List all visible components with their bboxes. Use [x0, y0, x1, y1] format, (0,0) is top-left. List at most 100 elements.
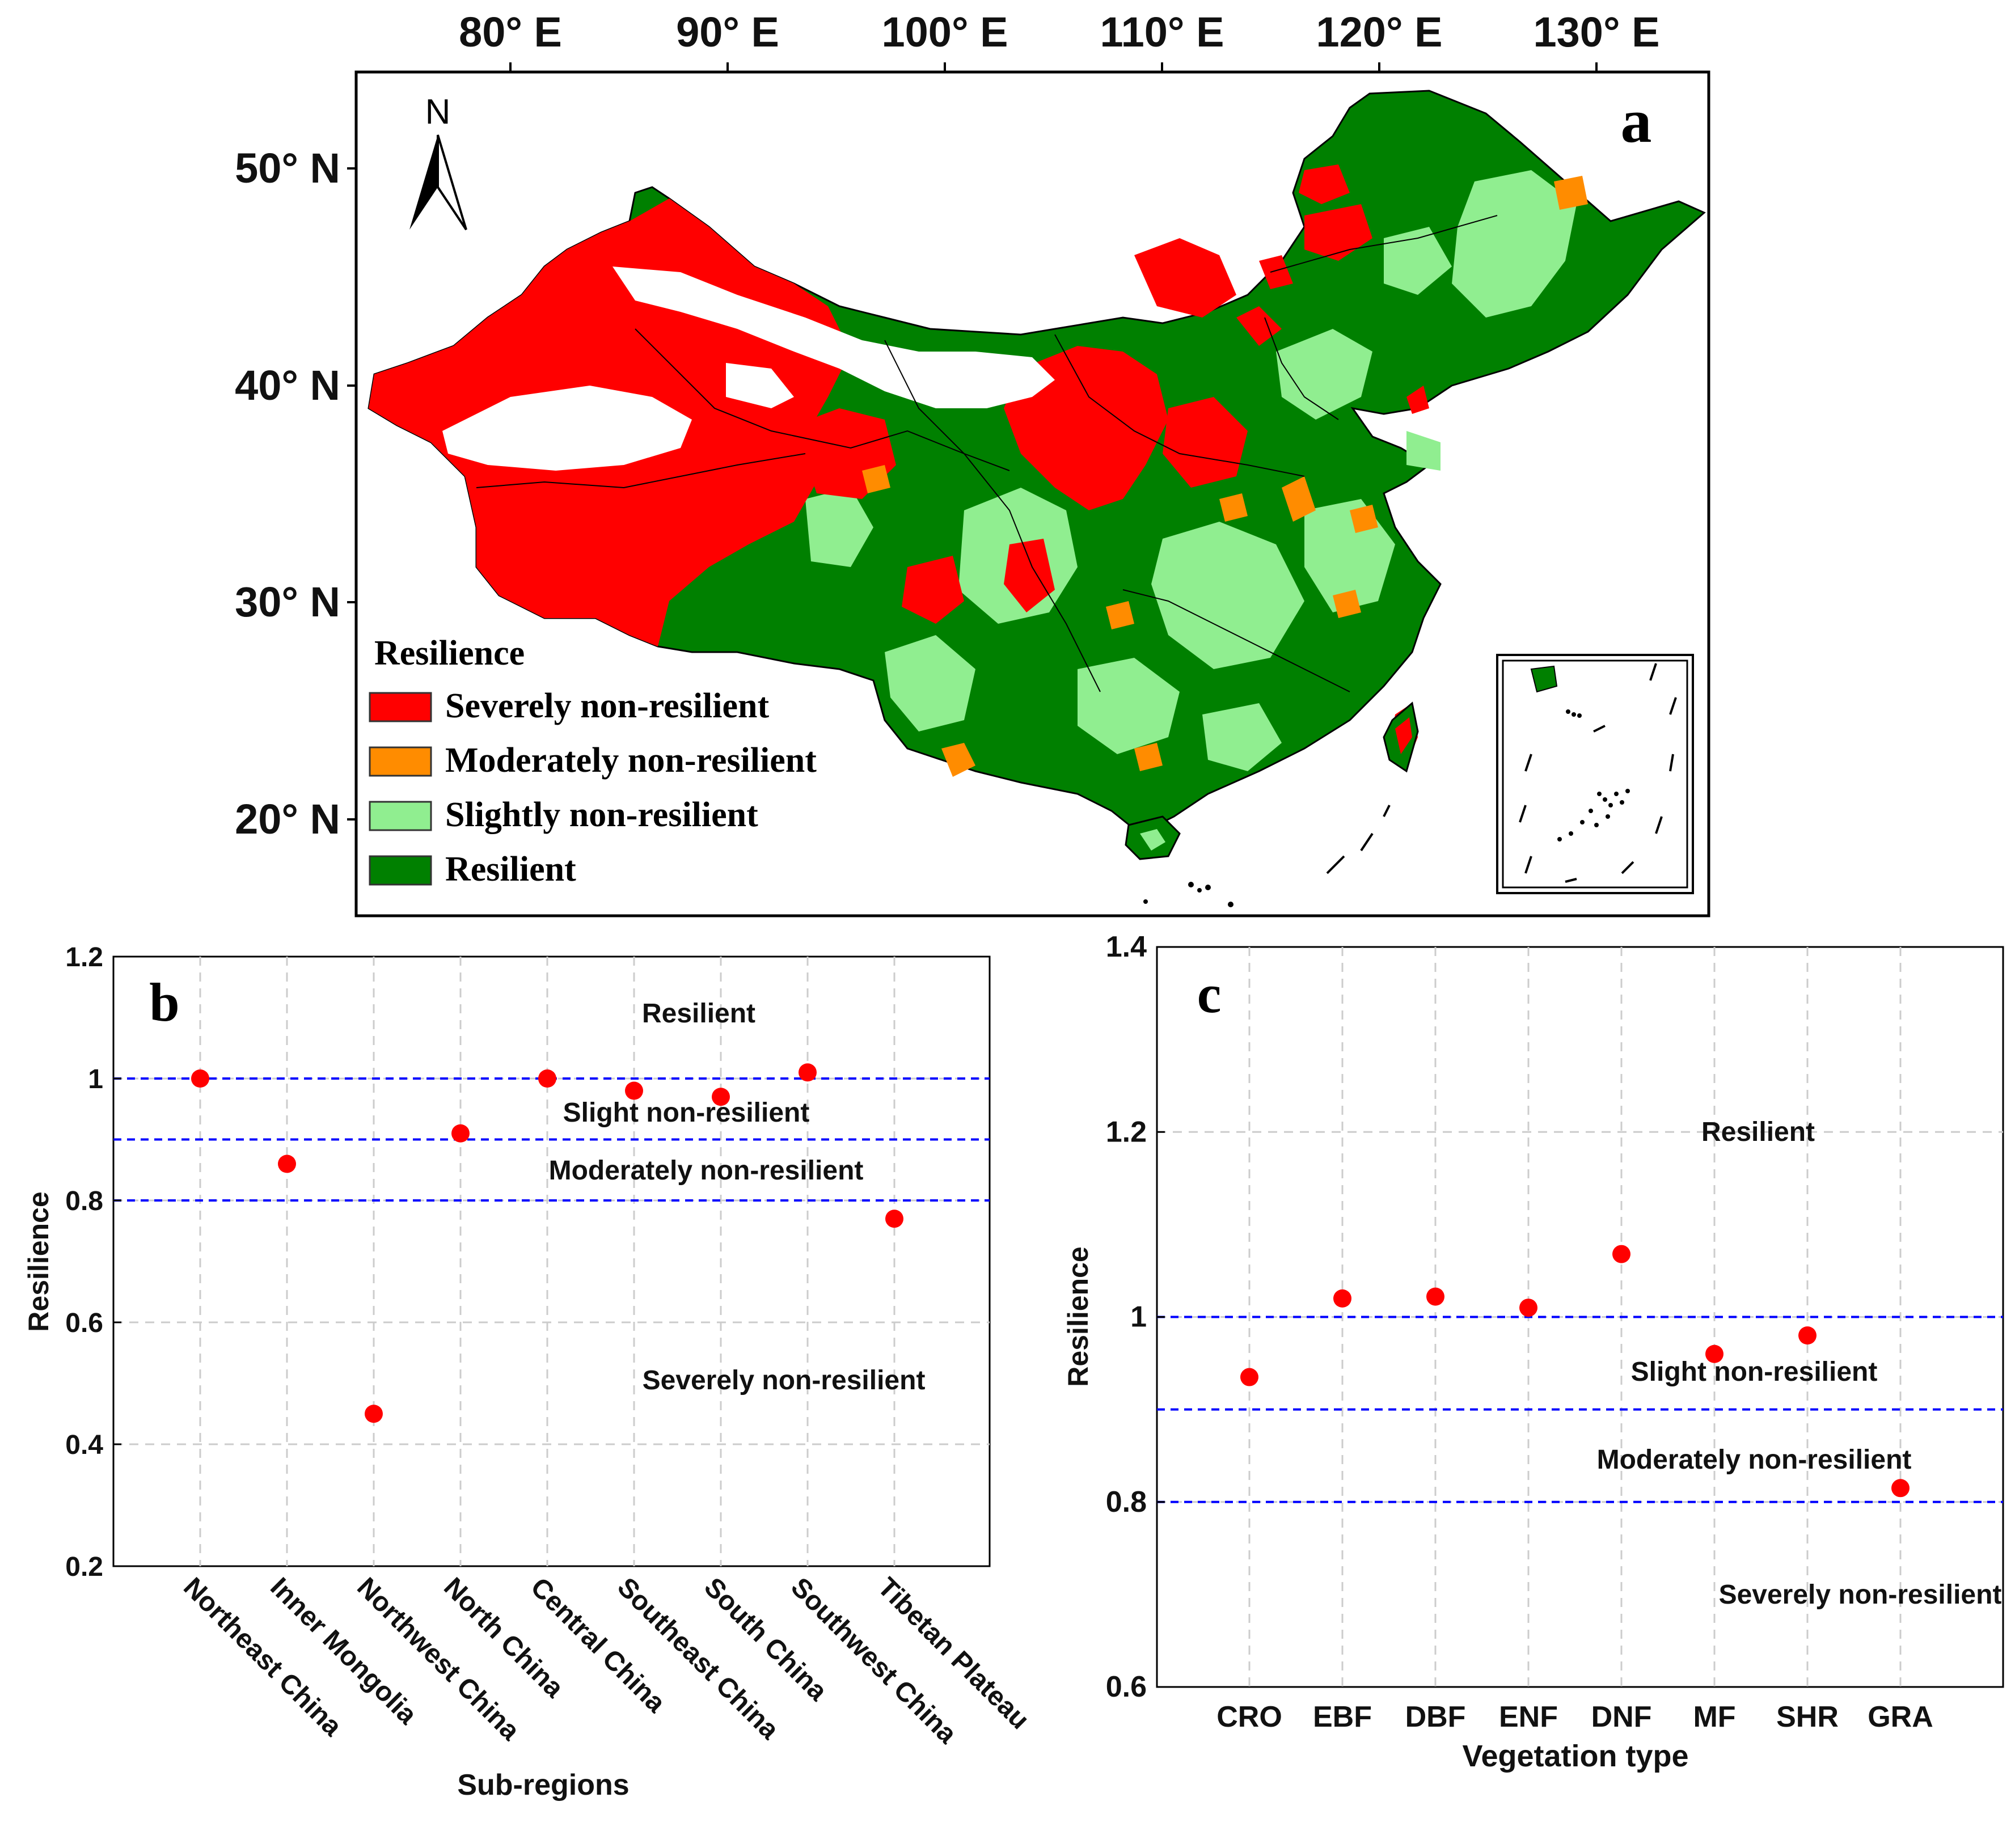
- chart-b-zone-resilient: Resilient: [642, 999, 755, 1029]
- chart-b-point-inner-mongolia: [278, 1155, 296, 1173]
- chart-c-panel-label: c: [1197, 963, 1222, 1024]
- lon-tick-100: 100° E: [882, 9, 1008, 56]
- lon-tick-130: 130° E: [1534, 9, 1660, 56]
- chart-b-ylabel: Resilience: [23, 1191, 54, 1331]
- legend-label-moderate: Moderately non-resilient: [445, 741, 817, 780]
- lat-tick-50: 50° N: [235, 145, 340, 192]
- lat-tick-30: 30° N: [235, 578, 340, 625]
- legend-label-severe: Severely non-resilient: [445, 687, 769, 725]
- legend-label-slight: Slightly non-resilient: [445, 796, 758, 834]
- chart-b-ytick-label: 0.8: [65, 1186, 103, 1216]
- chart-c-point-cro: [1240, 1368, 1258, 1386]
- map-legend: Resilience Severely non-resilient Modera…: [369, 634, 817, 889]
- chart-b-xtick-label: Inner Mongolia: [264, 1572, 423, 1730]
- chart-b-ytick-label: 0.2: [65, 1552, 103, 1582]
- chart-c-ytick-label: 1.2: [1106, 1115, 1147, 1148]
- chart-c-xtick-label: CRO: [1216, 1701, 1282, 1733]
- chart-c-ytick-label: 1: [1130, 1301, 1147, 1334]
- chart-c-zone-severe: Severely non-resilient: [1719, 1580, 2002, 1610]
- moderate-patches: [862, 176, 1588, 777]
- chart-b-point-central-china: [538, 1069, 556, 1088]
- chart-b-point-south-china: [712, 1088, 730, 1106]
- chart-c-point-gra: [1891, 1479, 1910, 1498]
- chart-b-xtick-label: Southeast China: [611, 1572, 784, 1745]
- chart-c-point-mf: [1705, 1344, 1723, 1363]
- chart-b-zone-slight: Slight non-resilient: [563, 1098, 810, 1128]
- chart-c-ytick-label: 0.8: [1106, 1486, 1147, 1519]
- chart-b-point-northeast-china: [191, 1069, 209, 1088]
- map-panel: 80° E 90° E 100° E 110° E 120° E 130° E …: [235, 9, 1710, 917]
- lat-tick-20: 20° N: [235, 796, 340, 843]
- chart-b-zone-severe: Severely non-resilient: [643, 1365, 926, 1395]
- chart-b-points: [191, 1063, 903, 1423]
- chart-b-panel-label: b: [149, 972, 179, 1033]
- chart-b-point-tibetan-plateau: [885, 1210, 903, 1228]
- chart-c-ylabel: Resilience: [1062, 1246, 1094, 1386]
- chart-c-ytick-label: 1.4: [1106, 931, 1147, 963]
- chart-c-zone-slight: Slight non-resilient: [1631, 1357, 1878, 1387]
- chart-b-point-northwest-china: [365, 1405, 383, 1423]
- chart-b-xtick-label: Northwest China: [351, 1572, 525, 1746]
- chart-c-xticks: CRO EBF DBF ENF DNF MF SHR GRA: [1216, 1701, 1933, 1733]
- chart-b-ytick-label: 0.6: [65, 1308, 103, 1338]
- chart-b-xtick-label: Northeast China: [178, 1572, 348, 1742]
- chart-c-point-ebf: [1333, 1289, 1351, 1308]
- sea-boundary-marks: [1326, 805, 1391, 874]
- china-resilience-map: [367, 90, 1706, 835]
- chart-c-xtick-label: SHR: [1776, 1701, 1839, 1733]
- taiwan-severe: [1395, 717, 1412, 754]
- chart-b-point-southeast-china: [625, 1081, 643, 1100]
- hainan-slight: [1140, 829, 1165, 851]
- chart-b-yticks: 0.2 0.4 0.6 0.8 1 1.2: [65, 942, 121, 1582]
- legend-swatch-severe: [369, 692, 432, 722]
- chart-c-point-dnf: [1612, 1245, 1630, 1263]
- chart-c-xtick-label: MF: [1693, 1701, 1735, 1733]
- chart-c-zone-moderate: Moderately non-resilient: [1597, 1445, 1912, 1475]
- legend-title: Resilience: [374, 634, 525, 673]
- chart-c-xtick-label: GRA: [1868, 1701, 1933, 1733]
- chart-c-xlabel: Vegetation type: [1462, 1739, 1688, 1773]
- legend-label-resilient: Resilient: [445, 850, 576, 889]
- south-china-sea-inset: [1496, 654, 1694, 894]
- islands-dots: [1143, 882, 1233, 907]
- legend-swatch-resilient: [369, 855, 432, 886]
- chart-b-point-north-china: [451, 1124, 470, 1143]
- chart-c-point-shr: [1798, 1326, 1817, 1345]
- chart-b-xlabel: Sub-regions: [457, 1769, 629, 1802]
- chart-c-point-dbf: [1426, 1287, 1444, 1306]
- lat-tick-40: 40° N: [235, 362, 340, 409]
- chart-c-point-enf: [1519, 1299, 1537, 1317]
- lon-tick-90: 90° E: [676, 9, 779, 56]
- chart-b-ytick-label: 1: [88, 1064, 103, 1094]
- chart-b-grid: [113, 957, 990, 1566]
- region-boundaries: [476, 215, 1498, 692]
- north-arrow: N: [409, 92, 467, 231]
- chart-b-zone-moderate: Moderately non-resilient: [549, 1156, 864, 1186]
- no-data-areas: [442, 267, 1055, 471]
- chart-b-ytick-label: 0.4: [65, 1430, 103, 1460]
- chart-c-zone-resilient: Resilient: [1701, 1117, 1815, 1147]
- legend-swatch-moderate: [369, 746, 432, 777]
- chart-b-frame: [112, 955, 991, 1567]
- north-label: N: [425, 92, 451, 132]
- chart-b-xtick-label: Southwest China: [785, 1572, 962, 1749]
- lon-tick-120: 120° E: [1316, 9, 1443, 56]
- panel-label-a: a: [1621, 86, 1652, 155]
- chart-b-xtick-label: Tibetan Plateau: [872, 1572, 1035, 1735]
- lon-tick-110: 110° E: [1100, 9, 1224, 56]
- chart-c-ytick-label: 0.6: [1106, 1671, 1147, 1703]
- chart-c-xtick-label: EBF: [1313, 1701, 1372, 1733]
- chart-c-points: [1240, 1245, 1910, 1498]
- chart-c-thresholds: [1157, 1316, 2003, 1503]
- chart-c-xtick-label: DNF: [1591, 1701, 1652, 1733]
- chart-c-xtick-label: ENF: [1499, 1701, 1558, 1733]
- legend-swatch-slight: [369, 801, 432, 831]
- lon-tick-80: 80° E: [459, 9, 562, 56]
- chart-b-ytick-label: 1.2: [65, 942, 103, 972]
- chart-c: 0.60.811.21.4 CRO EBF DBF ENF DNF MF SHR GRA c …: [1062, 931, 2004, 1773]
- chart-c-yticks: 0.6 0.8 1 1.2 1.4: [1106, 931, 1165, 1703]
- chart-c-xtick-label: DBF: [1405, 1701, 1466, 1733]
- chart-b-point-southwest-china: [799, 1063, 817, 1082]
